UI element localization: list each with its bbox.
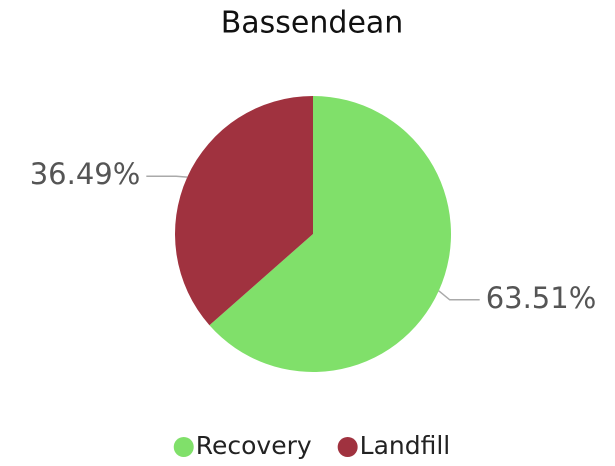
leader-line <box>146 175 188 178</box>
data-label: 63.51% <box>486 281 597 315</box>
legend-marker <box>173 437 194 457</box>
leader-line <box>438 290 480 301</box>
pie-slice <box>209 96 451 372</box>
legend-label: Recovery <box>196 431 312 460</box>
pie-slice <box>175 96 313 326</box>
legend-marker <box>337 437 358 457</box>
chart-title: Bassendean <box>221 6 404 41</box>
legend-label: Landfill <box>360 431 451 460</box>
data-label: 36.49% <box>30 157 141 191</box>
